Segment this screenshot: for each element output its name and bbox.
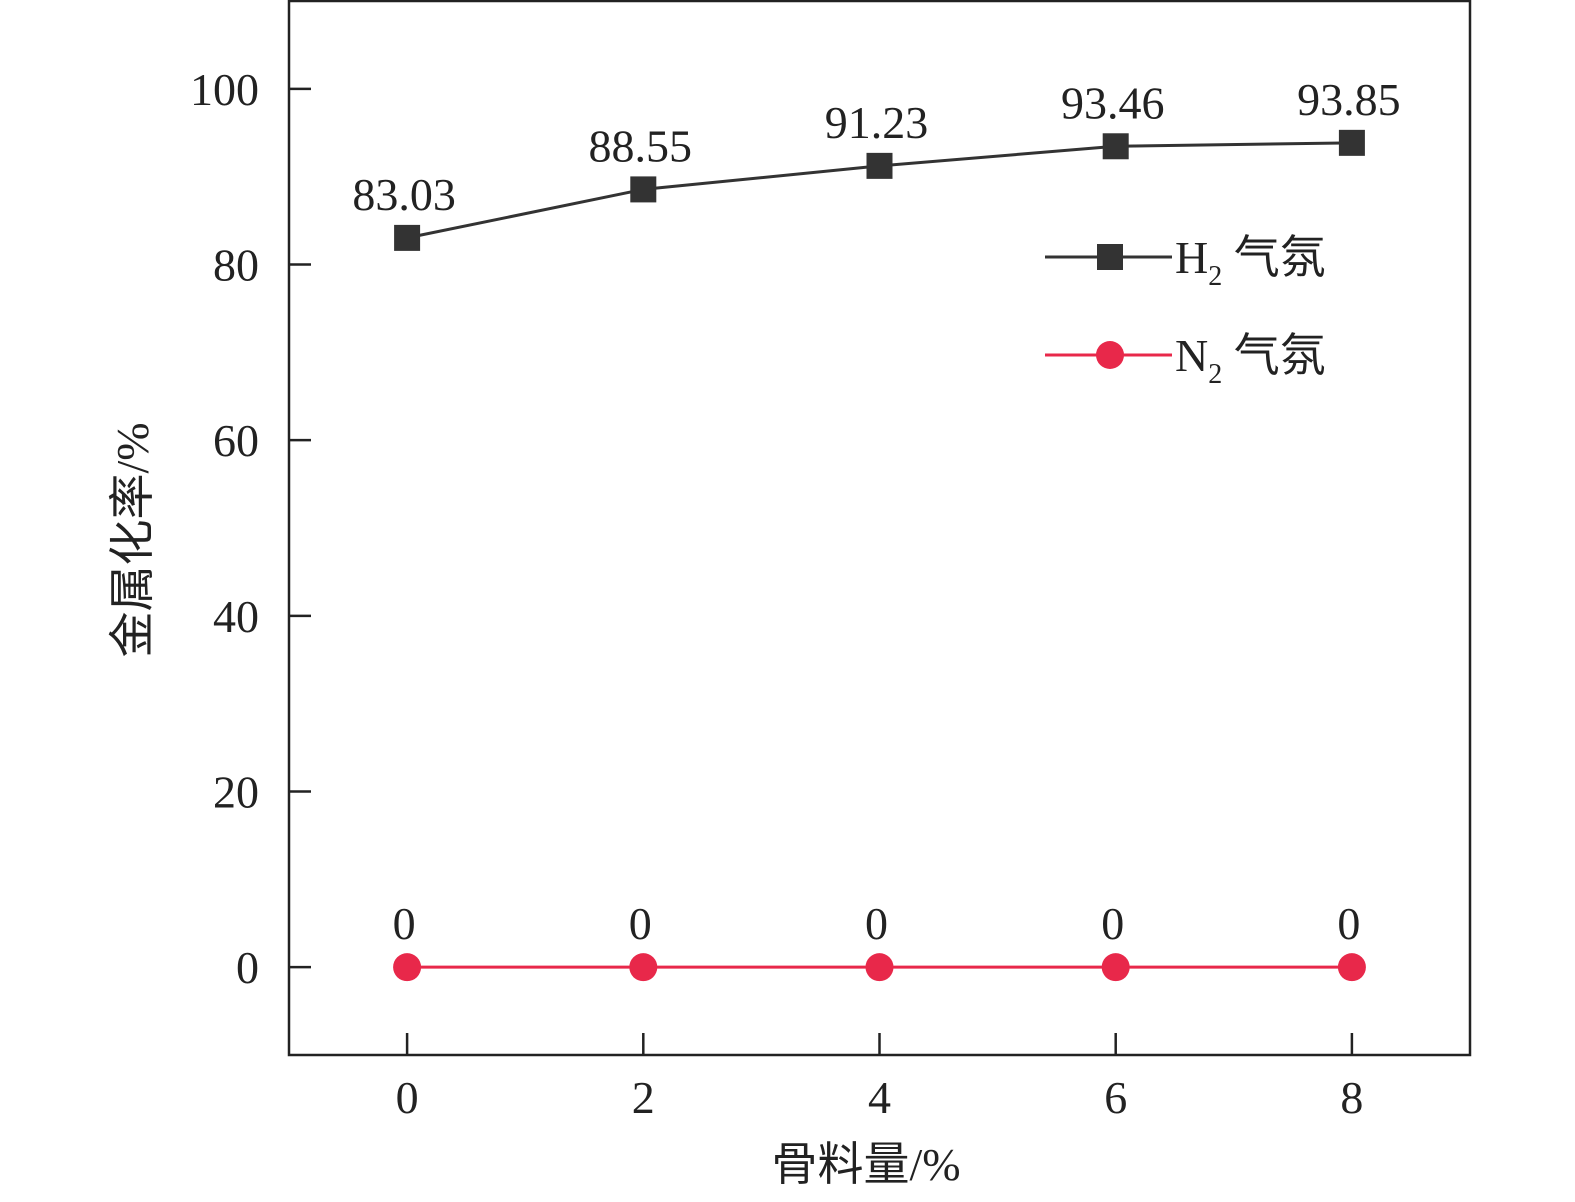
data-label: 0: [865, 898, 888, 949]
legend-label: N2 气氛: [1175, 330, 1326, 390]
data-label: 0: [629, 898, 652, 949]
data-point-marker: [1102, 133, 1129, 160]
y-tick-label: 60: [213, 415, 259, 466]
data-point-marker: [865, 953, 894, 982]
data-label: 0: [393, 898, 416, 949]
data-point-marker: [394, 224, 421, 251]
y-axis-title: 金属化率/%: [107, 422, 158, 657]
x-tick-label: 8: [1340, 1072, 1363, 1123]
series-layer: 83.03 88.55 91.23 93.46 93.85 0 0 0 0 0: [352, 74, 1401, 982]
x-axis-title: 骨料量/%: [771, 1139, 960, 1190]
data-label: 83.03: [352, 169, 456, 220]
data-point-marker: [1101, 953, 1130, 982]
y-axis-ticks: 0 20 40 60 80 100: [190, 64, 311, 993]
x-tick-label: 2: [632, 1072, 655, 1123]
x-axis-ticks: 0 2 4 6 8: [396, 1033, 1363, 1123]
y-tick-label: 0: [236, 942, 259, 993]
data-label: 88.55: [589, 120, 693, 171]
y-tick-label: 100: [190, 64, 259, 115]
legend-label-subscript: 2: [1208, 359, 1222, 390]
data-label: 0: [1101, 898, 1124, 949]
legend-label-base: N: [1175, 330, 1208, 381]
x-tick-label: 6: [1104, 1072, 1127, 1123]
legend-label-base: H: [1175, 232, 1208, 283]
x-tick-label: 0: [396, 1072, 419, 1123]
legend-marker: [1096, 341, 1124, 369]
legend-label-suffix: 气氛: [1222, 330, 1326, 381]
data-point-marker: [629, 953, 658, 982]
data-label: 91.23: [825, 97, 929, 148]
data-point-marker: [1337, 953, 1366, 982]
x-tick-label: 4: [868, 1072, 891, 1123]
data-label: 93.85: [1297, 74, 1401, 125]
data-point-marker: [1338, 129, 1365, 156]
data-label: 93.46: [1061, 77, 1165, 128]
legend-marker: [1097, 244, 1123, 270]
y-tick-label: 20: [213, 767, 259, 818]
data-point-marker: [630, 176, 657, 203]
data-label: 0: [1337, 898, 1360, 949]
data-point-marker: [866, 152, 893, 179]
y-tick-label: 40: [213, 591, 259, 642]
y-tick-label: 80: [213, 240, 259, 291]
legend-label-suffix: 气氛: [1222, 232, 1326, 283]
legend-label-subscript: 2: [1208, 261, 1222, 292]
data-point-marker: [393, 953, 422, 982]
legend-label: H2 气氛: [1175, 232, 1326, 292]
